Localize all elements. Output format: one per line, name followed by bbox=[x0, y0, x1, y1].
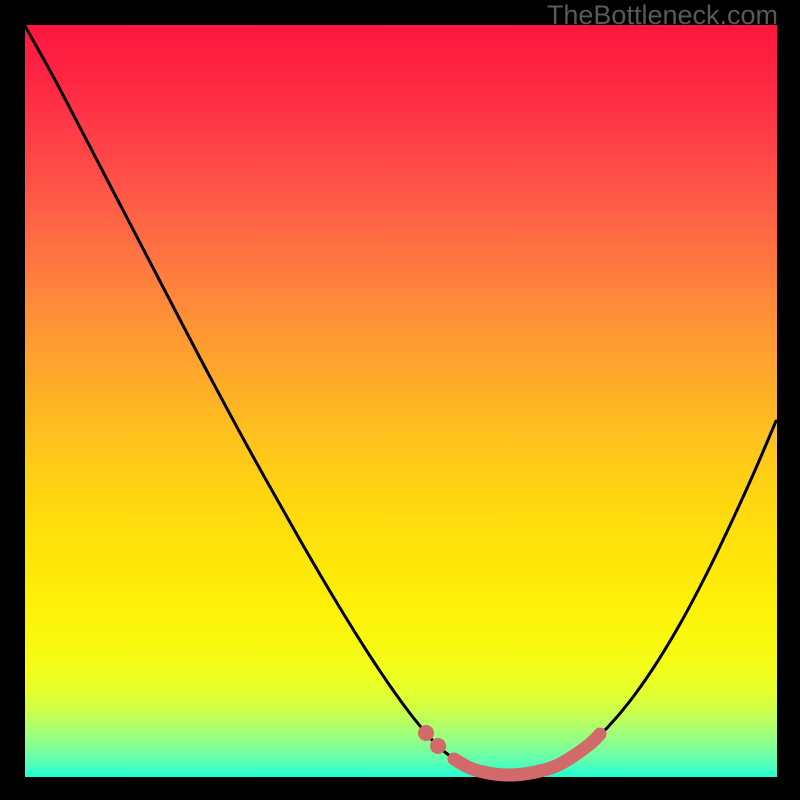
plot-area bbox=[25, 25, 777, 777]
frame-bottom bbox=[0, 777, 800, 800]
frame-left bbox=[0, 0, 25, 800]
watermark-text: TheBottleneck.com bbox=[547, 0, 778, 31]
frame-right bbox=[777, 0, 800, 800]
